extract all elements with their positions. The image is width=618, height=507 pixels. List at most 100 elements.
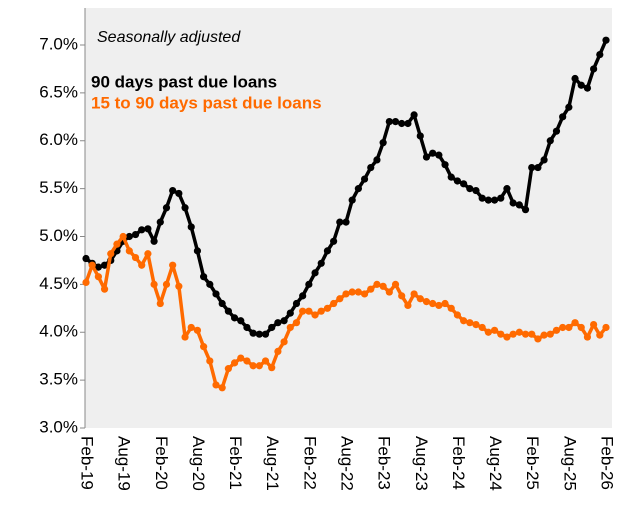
data-point (206, 280, 214, 288)
data-point (577, 323, 585, 332)
x-tick-label: Feb-24 (449, 436, 468, 490)
x-tick-label: Aug-22 (338, 436, 357, 491)
data-point (212, 290, 220, 298)
data-point (460, 180, 468, 188)
y-tick-label: 3.5% (39, 370, 78, 389)
data-point (404, 301, 412, 310)
data-point (515, 328, 523, 336)
data-point (521, 330, 530, 338)
data-point (243, 357, 251, 365)
x-tick-label: Aug-23 (412, 436, 431, 491)
x-tick-label: Feb-21 (226, 436, 245, 490)
data-point (509, 330, 517, 338)
data-point (82, 254, 90, 263)
data-point (583, 84, 592, 92)
data-point (490, 326, 499, 334)
data-point (410, 111, 418, 119)
data-point (484, 328, 492, 336)
data-point (404, 119, 412, 128)
data-point (218, 299, 226, 308)
data-point (187, 323, 195, 332)
data-point (583, 333, 592, 341)
data-point (509, 199, 517, 207)
data-point (602, 323, 610, 332)
data-point (268, 323, 276, 332)
x-tick-label: Feb-26 (598, 436, 617, 490)
data-point (237, 354, 245, 362)
data-point (218, 384, 226, 392)
data-point (274, 319, 282, 327)
data-point (515, 201, 523, 209)
data-point (150, 280, 158, 288)
data-point (435, 301, 443, 310)
data-point (206, 357, 214, 365)
data-point (379, 282, 387, 290)
x-tick-label: Aug-25 (560, 436, 579, 491)
data-point (367, 285, 375, 293)
data-point (261, 357, 270, 365)
data-point (391, 118, 400, 126)
data-point (422, 153, 431, 161)
data-point (169, 261, 177, 269)
data-point (162, 280, 171, 288)
data-point (237, 317, 245, 325)
data-point (292, 319, 301, 327)
annotation: Seasonally adjusted (97, 29, 241, 46)
data-point (565, 103, 573, 111)
x-tick-label: Aug-24 (486, 436, 505, 491)
data-point (590, 65, 598, 73)
data-point (175, 189, 183, 198)
legend-entry: 15 to 90 days past due loans (91, 93, 322, 112)
data-point (367, 163, 375, 172)
data-point (131, 230, 140, 239)
data-point (200, 343, 208, 351)
data-point (224, 307, 232, 315)
data-point (249, 329, 257, 337)
data-point (422, 298, 431, 306)
data-point (342, 218, 350, 226)
data-point (429, 149, 437, 157)
data-point (317, 307, 325, 315)
data-point (311, 269, 319, 277)
data-point (323, 304, 332, 312)
data-point (559, 323, 567, 332)
y-tick-label: 5.5% (39, 178, 78, 197)
data-point (94, 273, 102, 281)
data-point (156, 218, 164, 226)
data-point (546, 330, 554, 338)
data-point (497, 330, 505, 338)
data-point (466, 319, 474, 327)
data-point (577, 81, 585, 89)
data-point (125, 247, 133, 255)
data-point (602, 36, 610, 44)
data-point (181, 333, 189, 341)
data-point (472, 186, 480, 195)
data-point (590, 320, 598, 329)
data-point (255, 362, 263, 370)
legend-entry: 90 days past due loans (91, 72, 277, 91)
data-point (385, 118, 393, 126)
data-point (490, 196, 499, 204)
data-point (453, 311, 462, 319)
data-point (596, 50, 604, 59)
data-point (521, 206, 530, 214)
data-point (354, 185, 362, 193)
data-point (224, 365, 232, 373)
data-point (144, 250, 152, 258)
data-point (472, 320, 480, 329)
data-point (410, 290, 418, 298)
y-tick-label: 5.0% (39, 226, 78, 245)
y-tick-label: 4.0% (39, 322, 78, 341)
data-point (552, 326, 561, 334)
data-point (435, 151, 443, 159)
data-point (552, 127, 561, 135)
data-point (156, 299, 164, 308)
data-point (540, 156, 548, 164)
data-point (441, 299, 449, 308)
data-point (540, 331, 548, 339)
data-point (534, 163, 542, 172)
data-point (125, 232, 133, 241)
data-point (330, 299, 338, 308)
y-tick-label: 7.0% (39, 34, 78, 53)
